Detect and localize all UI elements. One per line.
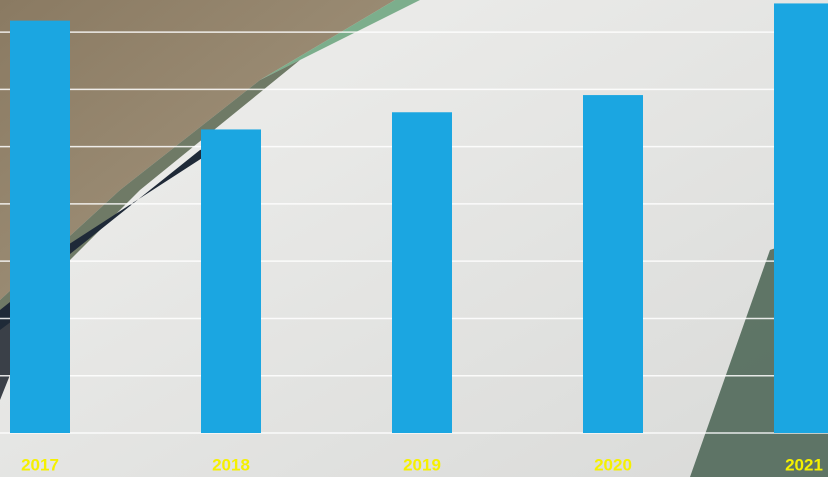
x-tick-label: 2017 [21,455,59,474]
chart: 2017 2018 2019 2020 2021 [0,0,828,477]
x-tick-label: 2021 [785,455,823,474]
bar [583,95,643,433]
bar [392,112,452,433]
page: 20172018201920202021 (() => { const data… [0,0,828,477]
x-tick-label: 2020 [594,455,632,474]
bar [774,3,828,433]
bar [201,129,261,433]
x-tick-label: 2019 [403,455,441,474]
x-tick-label: 2018 [212,455,250,474]
bar [10,21,70,433]
